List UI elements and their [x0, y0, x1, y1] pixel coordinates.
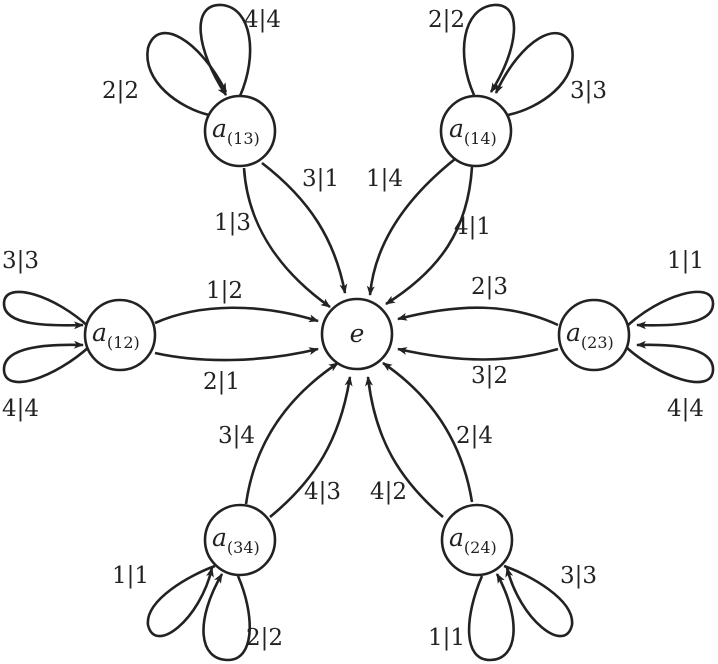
label-a23-to-e-lower: 3|2 [471, 363, 508, 389]
edge-a24-to-e-right [382, 361, 474, 503]
edge-a23-to-e-upper [397, 306, 559, 327]
loop-a14-upper [462, 3, 516, 96]
label-a13-to-e-inner: 3|1 [302, 166, 339, 192]
edge-a34-to-e-right [269, 376, 353, 519]
node-a24-label: a(24) [449, 523, 497, 557]
label-a13-loop-upper: 4|4 [244, 7, 281, 33]
label-a34-loop-right: 2|2 [246, 625, 283, 651]
label-a24-loop-right: 3|3 [560, 563, 597, 589]
node-a14-label: a(14) [449, 114, 497, 148]
loop-a24-right [503, 564, 574, 638]
edge-a12-to-e-lower [154, 347, 319, 362]
node-a23-label: a(23) [566, 318, 614, 352]
label-a34-to-e-right: 4|3 [304, 479, 341, 505]
label-a34-loop-left: 1|1 [112, 563, 149, 589]
label-a34-to-e-left: 3|4 [218, 423, 255, 449]
loop-a34-right [202, 573, 252, 662]
edge-a34-to-e-left [244, 361, 339, 505]
node-a34: a(34) [203, 503, 277, 577]
label-a12-loop-lower: 4|4 [2, 396, 39, 422]
label-a23-loop-lower: 4|4 [667, 396, 704, 422]
node-a23: a(23) [557, 298, 631, 372]
loop-a34-left [146, 564, 216, 638]
label-a24-to-e-left: 4|2 [370, 479, 407, 505]
edge-a14-to-e-outer [366, 157, 456, 296]
node-a12-label: a(12) [92, 318, 140, 352]
label-a24-loop-left: 1|1 [428, 625, 465, 651]
edge-a13-to-e-outer [242, 167, 331, 309]
node-e: e [320, 297, 394, 371]
label-a12-loop-upper: 3|3 [2, 248, 39, 274]
label-a12-to-e-upper: 1|2 [206, 278, 243, 304]
edge-a12-to-e-upper [154, 306, 319, 325]
loop-a23-upper [625, 290, 715, 330]
node-a13-label: a(13) [212, 114, 260, 148]
label-a24-to-e-right: 2|4 [456, 423, 493, 449]
edge-a23-to-e-lower [397, 347, 559, 361]
edge-a13-to-e-inner [261, 161, 348, 294]
loop-a12-lower [2, 340, 91, 384]
node-a13: a(13) [203, 94, 277, 168]
label-a14-loop-upper: 2|2 [428, 7, 465, 33]
label-a13-to-e-outer: 1|3 [214, 210, 251, 236]
node-a12: a(12) [83, 298, 157, 372]
label-a14-loop-lower: 3|3 [570, 78, 607, 104]
loop-a14-lower [494, 31, 574, 117]
label-a13-loop-lower: 2|2 [102, 78, 139, 104]
loop-a13-lower [146, 31, 228, 117]
loop-a12-upper [2, 290, 91, 330]
label-a23-to-e-upper: 2|3 [471, 274, 508, 300]
loop-a24-left [467, 573, 515, 662]
node-e-label: e [350, 319, 365, 348]
label-a14-to-e-outer: 1|4 [366, 166, 403, 192]
node-a14: a(14) [439, 94, 513, 168]
edge-a14-to-e-inner [385, 166, 474, 306]
label-a12-to-e-lower: 2|1 [203, 369, 240, 395]
label-a14-to-e-inner: 4|1 [454, 214, 491, 240]
node-a24: a(24) [440, 503, 514, 577]
loop-a13-upper [199, 3, 252, 97]
edge-a24-to-e-left [365, 376, 444, 518]
label-a23-loop-upper: 1|1 [667, 248, 704, 274]
loop-a23-lower [625, 340, 715, 384]
node-a34-label: a(34) [212, 523, 260, 557]
